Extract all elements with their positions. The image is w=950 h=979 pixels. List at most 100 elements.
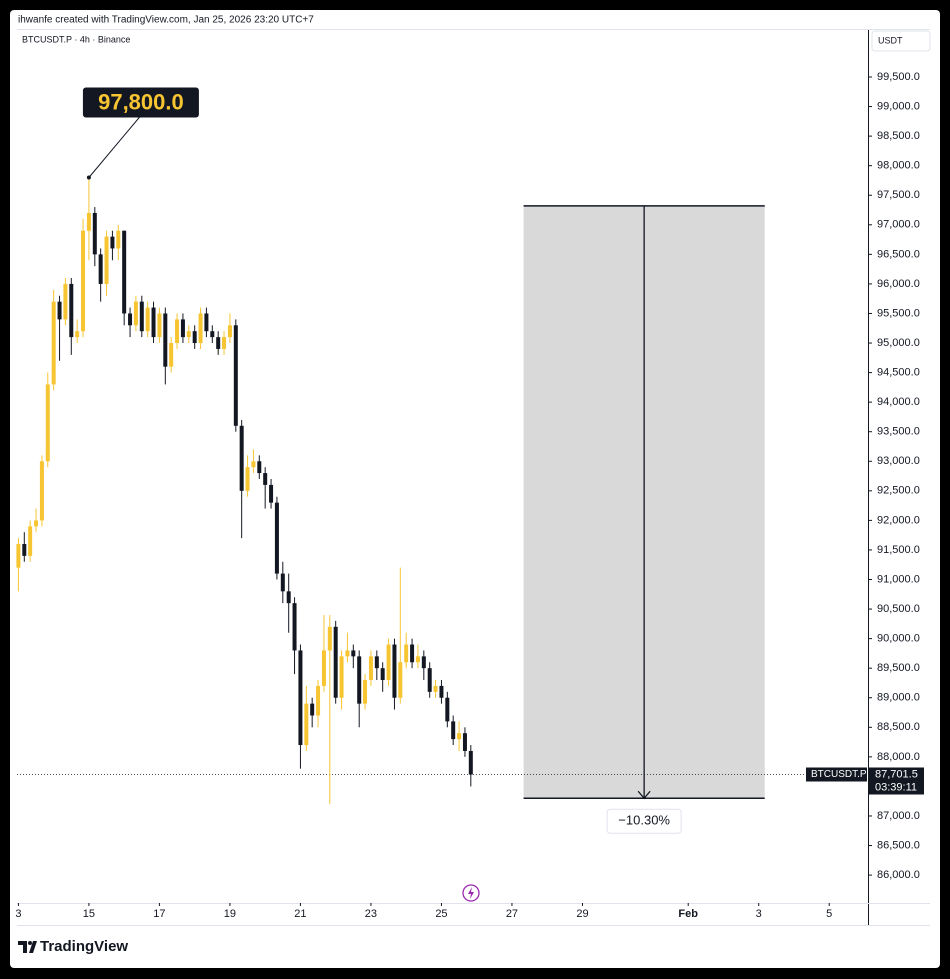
candle-body bbox=[333, 626, 338, 698]
candle-body bbox=[345, 650, 350, 657]
candle-body bbox=[222, 337, 227, 349]
y-tick-label: 96,500.0 bbox=[877, 248, 920, 260]
panel bbox=[10, 10, 940, 968]
annotation-label: 97,800.0 bbox=[98, 89, 184, 114]
candle-body bbox=[28, 526, 33, 556]
candle-body bbox=[239, 425, 244, 491]
candle-body bbox=[51, 301, 56, 385]
header: ihwanfe created with TradingView.com, Ja… bbox=[18, 15, 314, 26]
candle-body bbox=[404, 644, 409, 663]
x-tick-label: 17 bbox=[153, 908, 165, 920]
y-tick-label: 89,000.0 bbox=[877, 692, 920, 704]
candle-body bbox=[269, 484, 274, 503]
candle-body bbox=[39, 461, 44, 521]
annotation-point bbox=[86, 175, 91, 180]
y-tick-label: 86,500.0 bbox=[877, 839, 920, 851]
candle-body bbox=[280, 573, 285, 592]
y-tick-label: 88,000.0 bbox=[877, 751, 920, 763]
candle-body bbox=[133, 301, 138, 326]
y-tick-label: 91,000.0 bbox=[877, 573, 920, 585]
candle-body bbox=[81, 230, 86, 332]
y-tick-label: 86,000.0 bbox=[877, 869, 920, 881]
x-tick-label: 3 bbox=[15, 908, 21, 920]
y-tick-label: 96,000.0 bbox=[877, 278, 920, 290]
candle-body bbox=[439, 685, 444, 698]
candle-body bbox=[180, 319, 185, 338]
candle-body bbox=[86, 212, 91, 231]
candle-body bbox=[216, 337, 221, 349]
y-tick-label: 91,500.0 bbox=[877, 544, 920, 556]
candle-body bbox=[421, 656, 426, 669]
x-tick-label: 25 bbox=[435, 908, 447, 920]
candle-body bbox=[75, 331, 80, 338]
candle-body bbox=[122, 230, 127, 314]
candle-body bbox=[398, 662, 403, 698]
x-tick-label: 5 bbox=[826, 908, 832, 920]
candle-body bbox=[351, 650, 356, 657]
y-tick-label: 90,000.0 bbox=[877, 633, 920, 645]
candle-body bbox=[251, 461, 256, 468]
y-tick-label: 95,500.0 bbox=[877, 307, 920, 319]
measure-label-box bbox=[606, 808, 682, 834]
candle-body bbox=[410, 644, 415, 663]
x-tick-label: 27 bbox=[506, 908, 518, 920]
candle-body bbox=[310, 703, 315, 716]
countdown: 03:39:11 bbox=[875, 781, 917, 793]
candle-body bbox=[139, 301, 144, 332]
candle-body bbox=[357, 656, 362, 704]
x-tick-label: 29 bbox=[576, 908, 588, 920]
candle-body bbox=[45, 384, 50, 462]
candle-body bbox=[451, 721, 456, 740]
candle-body bbox=[292, 603, 297, 651]
candle-body bbox=[316, 685, 321, 716]
x-tick-label: 19 bbox=[224, 908, 236, 920]
y-tick-label: 88,500.0 bbox=[877, 721, 920, 733]
currency-box[interactable] bbox=[871, 30, 931, 52]
y-tick-label: 95,000.0 bbox=[877, 337, 920, 349]
y-tick-label: 97,000.0 bbox=[877, 219, 920, 231]
candle-body bbox=[233, 325, 238, 426]
candle-body bbox=[157, 313, 162, 338]
candle-body bbox=[386, 644, 391, 681]
x-tick-label: 15 bbox=[83, 908, 95, 920]
x-tick-label: 21 bbox=[294, 908, 306, 920]
candle-body bbox=[110, 236, 115, 249]
y-tick-label: 90,500.0 bbox=[877, 603, 920, 615]
y-tick-label: 92,000.0 bbox=[877, 514, 920, 526]
y-tick-label: 93,000.0 bbox=[877, 455, 920, 467]
candle-body bbox=[175, 319, 180, 344]
y-tick-label: 98,000.0 bbox=[877, 160, 920, 172]
y-tick-label: 94,000.0 bbox=[877, 396, 920, 408]
candle-body bbox=[204, 313, 209, 332]
candle-body bbox=[163, 313, 168, 367]
last-price-label: 87,701.5 bbox=[875, 768, 918, 780]
candle-body bbox=[433, 685, 438, 692]
candle-body bbox=[263, 473, 268, 485]
candle-body bbox=[128, 313, 133, 326]
candle-body bbox=[368, 656, 373, 681]
candle-body bbox=[245, 467, 250, 491]
candle-body bbox=[415, 656, 420, 663]
candle-body bbox=[57, 301, 62, 320]
candle-body bbox=[304, 703, 309, 746]
candle-body bbox=[374, 656, 379, 669]
y-tick-label: 87,000.0 bbox=[877, 810, 920, 822]
annotation-box bbox=[82, 87, 199, 118]
annotation-line bbox=[88, 115, 142, 178]
brand: TradingView bbox=[40, 938, 128, 955]
y-tick-label: 93,500.0 bbox=[877, 426, 920, 438]
symbol-tag-box bbox=[806, 767, 867, 782]
currency: USDT bbox=[878, 35, 903, 45]
candle-body bbox=[363, 680, 368, 704]
candle-body bbox=[198, 313, 203, 344]
arrow-head bbox=[637, 790, 651, 800]
candle-body bbox=[227, 325, 232, 338]
candle-body bbox=[468, 750, 473, 775]
candle-body bbox=[380, 668, 385, 681]
y-tick-label: 92,500.0 bbox=[877, 485, 920, 497]
x-tick-label: 3 bbox=[756, 908, 762, 920]
candle-body bbox=[186, 331, 191, 338]
x-tick-label: Feb bbox=[678, 908, 698, 920]
y-tick-label: 99,500.0 bbox=[877, 71, 920, 83]
